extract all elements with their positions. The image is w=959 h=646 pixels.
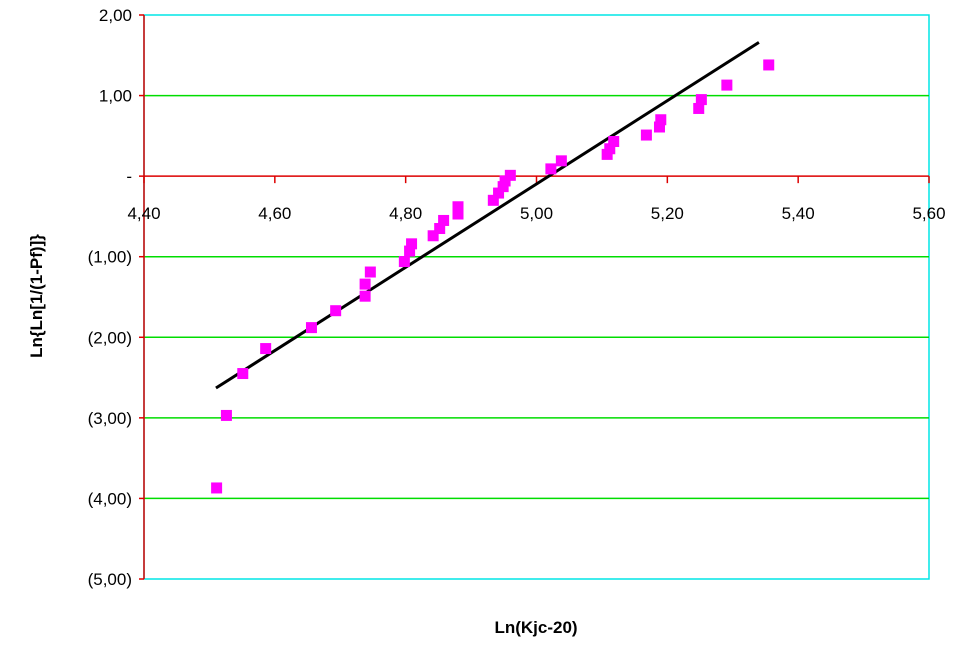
- data-point-0: [211, 482, 223, 494]
- y-tick-label-1: 1,00: [99, 87, 132, 106]
- x-tick-label-3: 5,00: [520, 204, 553, 223]
- data-point-8: [364, 266, 376, 278]
- plot-frame: [143, 14, 930, 580]
- gridlines: [144, 94, 929, 500]
- x-tick-labels: 4,40 4,60 4,80 5,00 5,20 5,40 5,60: [127, 204, 945, 223]
- data-points: [211, 59, 775, 494]
- y-tick-label-4: (2,00): [88, 328, 132, 347]
- x-tick-label-0: 4,40: [127, 204, 160, 223]
- data-point-23: [555, 155, 567, 167]
- data-point-26: [608, 135, 620, 147]
- y-tick-label-3: (1,00): [88, 248, 132, 267]
- data-point-4: [305, 322, 317, 334]
- x-tick-label-2: 4,80: [389, 204, 422, 223]
- data-point-7: [359, 278, 371, 290]
- data-point-1: [220, 409, 232, 421]
- data-point-21: [504, 169, 516, 181]
- x-axis-title: Ln(Kjc-20): [494, 618, 577, 637]
- data-point-20: [499, 175, 511, 187]
- data-point-24: [601, 148, 613, 160]
- y-tick-label-0: 2,00: [99, 6, 132, 25]
- y-axis-title: Ln{Ln[1/(1-Pf)]}: [27, 234, 46, 358]
- data-point-15: [452, 208, 464, 220]
- data-point-29: [655, 114, 667, 126]
- data-point-10: [404, 245, 416, 257]
- data-point-19: [497, 181, 509, 193]
- x-tick-label-5: 5,40: [782, 204, 815, 223]
- data-point-14: [438, 214, 450, 226]
- y-tick-label-6: (4,00): [88, 489, 132, 508]
- x-tick-label-1: 4,60: [258, 204, 291, 223]
- data-point-25: [604, 143, 616, 155]
- data-point-31: [695, 94, 707, 106]
- data-point-30: [693, 102, 705, 114]
- x-tick-label-6: 5,60: [912, 204, 945, 223]
- data-point-18: [493, 187, 505, 199]
- data-point-33: [763, 59, 775, 71]
- y-tick-labels: 2,00 1,00 - (1,00) (2,00) (3,00) (4,00) (5,00): [88, 6, 132, 589]
- data-point-5: [330, 305, 342, 317]
- data-point-28: [653, 121, 665, 133]
- data-point-22: [545, 163, 557, 175]
- data-point-27: [640, 129, 652, 141]
- y-tick-label-2: -: [126, 167, 132, 186]
- data-point-32: [721, 79, 733, 91]
- x-tick-label-4: 5,20: [651, 204, 684, 223]
- data-point-16: [452, 201, 464, 213]
- axes: [139, 14, 930, 580]
- data-point-11: [406, 238, 418, 250]
- data-point-12: [427, 230, 439, 242]
- data-point-3: [260, 343, 272, 355]
- y-tick-label-5: (3,00): [88, 409, 132, 428]
- data-point-6: [359, 290, 371, 302]
- data-point-13: [434, 223, 446, 235]
- y-tick-label-7: (5,00): [88, 570, 132, 589]
- data-point-17: [487, 194, 499, 206]
- data-point-9: [398, 256, 410, 268]
- data-point-2: [237, 368, 249, 380]
